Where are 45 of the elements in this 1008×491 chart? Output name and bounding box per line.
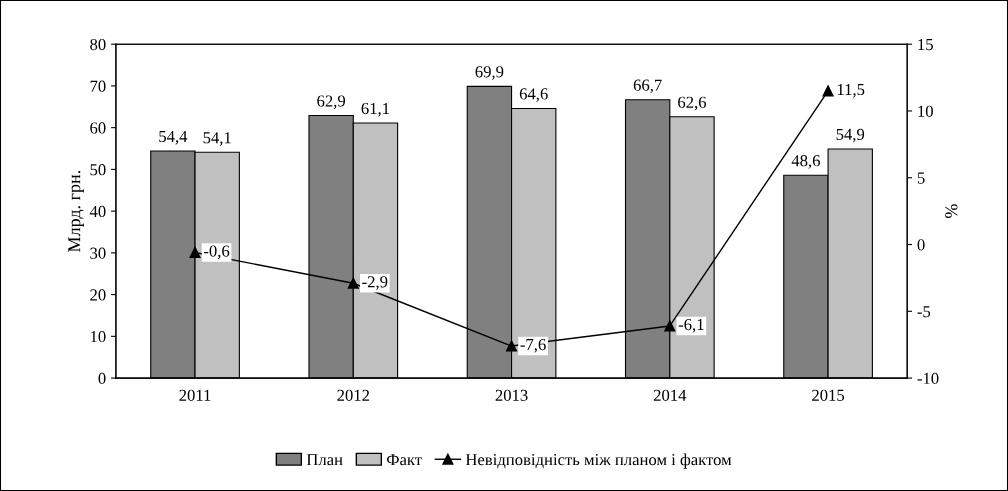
point <box>506 340 518 352</box>
y-tick-label: 0 <box>98 372 106 385</box>
data-label: 54,9 <box>836 128 865 143</box>
y2-tick-label: 15 <box>918 38 933 51</box>
y2-axis-title: % <box>945 204 958 219</box>
data-label: 62,9 <box>317 95 346 110</box>
y2-tick-label: 10 <box>918 105 933 117</box>
y-tick-label: 50 <box>90 164 106 176</box>
data-label: 11,5 <box>837 83 865 98</box>
data-label: 69,9 <box>475 66 504 80</box>
point <box>189 246 201 259</box>
data-label: -6,1 <box>678 318 704 333</box>
legend-label: Невідповідність між планом і фактом <box>465 453 732 469</box>
point <box>347 277 359 289</box>
y-tick-label: 10 <box>91 331 106 343</box>
legend-label: План <box>306 454 343 466</box>
x-tick-label: 2014 <box>653 389 687 401</box>
y2-tick-label: 5 <box>917 172 925 184</box>
x-tick-label: 2012 <box>337 389 370 401</box>
y-tick-label: 80 <box>90 38 106 51</box>
data-label: 54,4 <box>159 130 188 145</box>
legend-label: Факт <box>387 454 422 466</box>
y-axis-title: Млрд. грн. <box>68 170 84 252</box>
y2-tick-label: -10 <box>917 372 939 385</box>
x-tick-label: 2013 <box>495 389 528 401</box>
x-tick-label: 2015 <box>812 389 845 401</box>
y-tick-label: 60 <box>90 122 106 134</box>
data-label: 66,7 <box>633 79 662 94</box>
y-tick-label: 30 <box>90 247 106 259</box>
y2-tick-label: -5 <box>917 306 931 318</box>
point <box>822 85 834 97</box>
point <box>664 320 676 332</box>
y-tick-label: 20 <box>90 289 106 301</box>
data-label: -0,6 <box>204 245 230 260</box>
data-label: -2,9 <box>362 276 388 290</box>
x-tick-label: 2011 <box>179 389 211 401</box>
y2-tick-label: 0 <box>917 239 925 251</box>
data-label: 48,6 <box>791 155 820 169</box>
data-label: 62,6 <box>678 96 707 111</box>
data-label: 54,1 <box>203 132 231 146</box>
y-tick-label: 70 <box>90 80 106 92</box>
data-label: -7,6 <box>520 338 546 353</box>
y-tick-label: 40 <box>89 205 106 218</box>
data-label: 64,6 <box>519 88 548 102</box>
data-label: 61,1 <box>361 102 390 117</box>
